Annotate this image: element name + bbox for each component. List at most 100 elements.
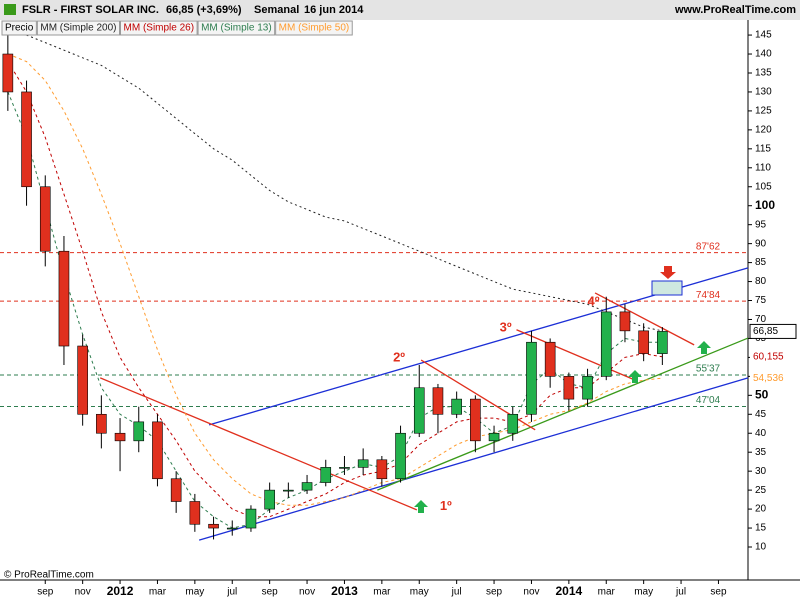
y-tick-label: 120: [755, 125, 772, 136]
candle-body: [39, 186, 51, 252]
y-tick-label: 125: [755, 106, 772, 117]
candle-body: [526, 341, 537, 415]
y-tick-label: 140: [755, 49, 772, 60]
x-tick-label: mar: [373, 587, 391, 598]
y-tick-label: 10: [755, 542, 767, 553]
y-tick-label: 15: [755, 523, 767, 534]
legend-item: MM (Simple 50): [275, 20, 353, 36]
candle-body: [2, 53, 14, 93]
trend-line: [594, 292, 695, 346]
y-tick-label: 80: [755, 276, 767, 287]
period: Semanal: [254, 4, 299, 16]
x-tick-label: 2012: [107, 584, 134, 598]
level-label: 74'84: [696, 290, 721, 301]
moving-average: [7, 91, 663, 529]
legend-label: Precio: [5, 23, 34, 34]
x-tick-label: may: [410, 587, 429, 598]
legend-box: [1, 20, 37, 36]
candle-body: [152, 421, 163, 480]
candle-body: [638, 330, 649, 354]
candle-body: [470, 398, 481, 442]
y-tick-label: 40: [755, 428, 767, 439]
down-arrow: [660, 266, 676, 279]
candle-body: [582, 376, 593, 400]
candle-body: [544, 341, 556, 377]
candle-body: [283, 489, 294, 492]
x-tick-label: sep: [486, 587, 503, 598]
moving-average: [7, 27, 663, 332]
y-tick-label: 20: [755, 504, 767, 515]
trend-line: [198, 377, 749, 541]
level-label: 47'04: [696, 395, 721, 406]
up-arrow: [414, 500, 428, 513]
candle-body: [488, 432, 500, 442]
trend-line: [99, 377, 418, 511]
legend-item: Precio: [1, 20, 37, 36]
legend-item: MM (Simple 200): [36, 20, 120, 36]
date: 16 jun 2014: [304, 4, 364, 16]
candle-body: [96, 413, 107, 434]
x-tick-label: nov: [75, 587, 91, 598]
candle-body: [264, 489, 275, 510]
price-tag-box: [750, 349, 796, 364]
y-tick-label: 35: [755, 447, 767, 458]
candle-body: [395, 432, 406, 480]
up-arrow: [628, 370, 642, 383]
x-tick-label: nov: [299, 587, 315, 598]
x-tick-label: sep: [710, 587, 727, 598]
legend-label: MM (Simple 26): [124, 23, 195, 34]
trend-line: [516, 329, 635, 381]
y-tick-label: 25: [755, 485, 767, 496]
x-tick-label: may: [634, 587, 653, 598]
y-tick-label: 50: [755, 387, 769, 401]
wave-label: 3º: [500, 319, 512, 334]
x-tick-label: 2013: [331, 584, 358, 598]
candle-body: [507, 413, 519, 434]
legend-item: MM (Simple 13): [197, 20, 276, 36]
header-bar: [0, 0, 800, 20]
legend-box: [120, 20, 198, 36]
price-tag: 60,155: [753, 351, 784, 362]
candle-body: [77, 345, 88, 415]
candle-body: [114, 432, 126, 442]
candle-body: [208, 523, 219, 529]
y-tick-label: 110: [755, 162, 771, 173]
x-tick-label: sep: [262, 587, 279, 598]
chart-title: FSLR - FIRST SOLAR INC.: [22, 4, 159, 16]
header-icon: [4, 4, 16, 15]
legend-label: MM (Simple 200): [40, 23, 116, 34]
x-tick-label: may: [185, 587, 204, 598]
legend: Precio MM (Simple 200) MM (Simple 26) MM (S…: [1, 20, 353, 36]
candle-body: [58, 250, 70, 347]
candle-body: [413, 387, 425, 434]
candle-body: [563, 376, 575, 400]
target-box: [651, 280, 683, 296]
level-label: 55'37: [696, 364, 721, 375]
legend-label: MM (Simple 50): [279, 23, 350, 34]
y-tick-label: 85: [755, 257, 767, 268]
legend-box: [275, 20, 353, 36]
candle-body: [619, 311, 631, 332]
legend-label: MM (Simple 13): [201, 23, 272, 34]
plot-area: 87'62 74'84 55'37 47'04 1º 2º 3º 4º: [0, 27, 749, 541]
y-tick-label: 45: [755, 409, 767, 420]
x-tick-label: nov: [523, 587, 539, 598]
y-tick-label: 100: [755, 198, 775, 212]
candle-body: [133, 421, 145, 442]
moving-average: [7, 53, 663, 506]
price-tag-box: [749, 323, 797, 339]
candle-body: [657, 331, 668, 354]
price-tag: 66,85: [753, 326, 778, 337]
candle-body: [170, 478, 182, 502]
legend-item: MM (Simple 26): [120, 20, 198, 36]
x-tick-label: jul: [451, 587, 462, 598]
level-label: 87'62: [696, 241, 721, 252]
x-tick-label: mar: [149, 587, 167, 598]
y-tick-label: 135: [755, 68, 772, 79]
y-tick-label: 95: [755, 219, 767, 230]
wave-label: 4º: [588, 293, 600, 308]
y-tick-label: 145: [755, 30, 772, 41]
trend-line: [377, 337, 749, 491]
candle-body: [301, 482, 313, 491]
